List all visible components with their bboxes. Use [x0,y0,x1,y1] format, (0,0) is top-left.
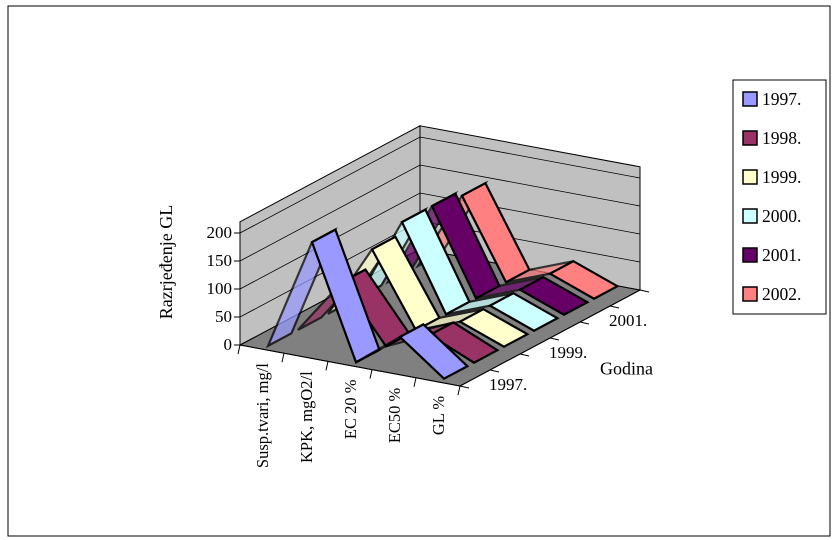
category-label: EC50 % [385,387,404,443]
legend-swatch [742,91,758,107]
axes: 0 50 100 150 200 Razrjeđenje GL Susp.tvari, mg… [156,205,653,468]
y-tick-label: 100 [207,279,233,298]
legend-swatch [742,208,758,224]
legend-swatch [742,130,758,146]
ribbon-segment [457,307,530,348]
x-tick [237,344,241,355]
x-axis-line [239,344,461,387]
depth-tick-label: 1997. [489,375,527,394]
category-label: GL % [429,396,448,436]
depth-tick [579,321,590,325]
legend-label: 1999. [762,167,801,187]
gridline [239,136,641,234]
legend-swatch [742,247,758,263]
y-tick-label: 200 [207,223,233,242]
ribbon-segment [398,323,470,381]
x-tick [369,369,373,379]
gridline [239,192,641,290]
y-axis-title: Razrjeđenje GL [156,205,176,319]
series-1997. [265,227,470,381]
ribbon-segment [547,259,620,300]
y-tick-label: 150 [207,251,233,270]
depth-tick [489,369,500,373]
depth-tick [639,289,650,293]
legend-swatch [742,286,758,302]
depth-tick-label: 2001. [609,311,647,330]
ribbon-segment [427,321,500,364]
series-2002. [414,180,620,300]
category-label: Susp.tvari, mg/l [253,363,272,468]
depth-tick [459,385,470,389]
legend-label: 2002. [762,284,801,304]
y-tick-label: 0 [224,335,233,354]
depth-tick-label: 1999. [549,343,587,362]
x-tick [281,353,285,363]
depth-tick [519,353,530,357]
legend-label: 1997. [762,89,801,109]
x-tick [457,385,461,396]
ribbon-segment [517,275,590,316]
legend-box [732,79,827,315]
depth-tick [609,305,620,309]
category-label: KPK, mgO2/l [297,371,316,463]
legend-label: 2001. [762,245,801,265]
x-tick [325,361,329,371]
y-tick-label: 50 [215,307,232,326]
ribbon-segment [487,291,560,332]
legend-label: 1998. [762,128,801,148]
series-ribbons [265,180,620,381]
x-tick [413,377,417,387]
legend-swatch [742,169,758,185]
category-label: EC 20 % [341,379,360,439]
depth-axis-title: Godina [600,358,653,378]
gridline [239,164,641,262]
legend: 1997. 1998. 1999. 2000. 2001. 2002. [732,79,827,315]
legend-label: 2000. [762,206,801,226]
depth-tick [549,337,560,341]
